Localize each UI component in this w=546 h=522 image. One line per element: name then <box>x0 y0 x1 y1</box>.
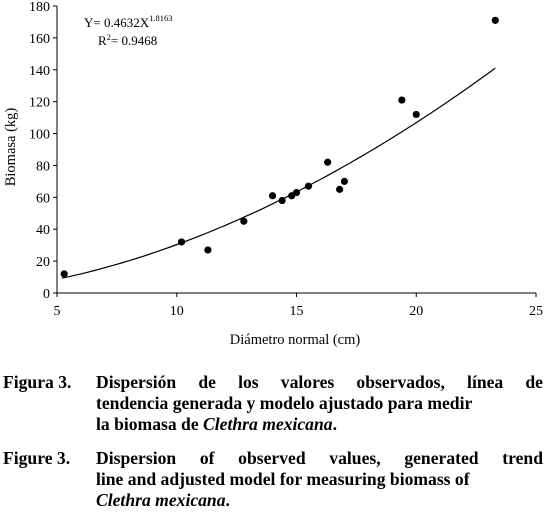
data-point <box>60 270 68 278</box>
caption-english: Figure 3. Dispersion of observed values, … <box>3 448 543 510</box>
data-point <box>204 246 212 254</box>
data-point <box>491 16 499 24</box>
y-axis-label: Biomasa (kg) <box>3 108 19 187</box>
y-tick-label: 0 <box>43 287 50 302</box>
x-axis-label: Diámetro normal (cm) <box>230 332 361 348</box>
caption-english-species: Clethra mexicana <box>96 490 226 510</box>
data-point <box>177 238 186 246</box>
data-point <box>240 217 248 225</box>
data-point <box>292 188 301 197</box>
r-squared: R2= 0.9468 <box>98 32 157 48</box>
data-point <box>336 185 344 193</box>
caption-spanish-line-2: tendencia generada y modelo ajustado par… <box>96 393 473 413</box>
y-tick-label: 80 <box>36 159 50 174</box>
data-point <box>340 177 348 185</box>
model-equation-exponent: 1.8163 <box>149 13 172 23</box>
model-equation: Y= 0.4632X1.8163 <box>84 13 172 30</box>
trend-line <box>61 67 496 279</box>
data-points <box>60 16 499 278</box>
caption-spanish-species: Clethra mexicana <box>203 414 333 434</box>
x-tick-label: 10 <box>170 304 184 319</box>
x-tick-label: 15 <box>290 304 304 319</box>
data-point <box>324 158 332 166</box>
y-ticks: 0 20 40 60 80 100 120 140 160 180 <box>29 0 57 302</box>
data-point <box>268 192 277 200</box>
y-tick-label: 180 <box>29 0 50 15</box>
data-point <box>304 182 313 190</box>
y-tick-label: 20 <box>36 255 50 270</box>
data-point <box>398 96 406 104</box>
axes <box>56 6 536 294</box>
y-tick-label: 160 <box>29 32 50 47</box>
y-tick-label: 140 <box>29 64 50 79</box>
x-tick-label: 20 <box>409 304 423 319</box>
caption-spanish: Figura 3. Dispersión de los valores obser… <box>3 372 543 434</box>
caption-spanish-line-3: la biomasa de <box>96 414 204 434</box>
data-point <box>278 196 286 205</box>
y-tick-label: 100 <box>29 128 50 143</box>
caption-english-lead: Figure 3. <box>3 448 71 468</box>
caption-spanish-lead: Figura 3. <box>3 372 72 392</box>
data-point <box>412 110 420 119</box>
x-ticks: 5 10 15 20 25 <box>54 293 543 319</box>
caption-english-line-1: Dispersion of observed values, generated… <box>96 448 543 468</box>
y-tick-label: 60 <box>36 191 50 206</box>
x-tick-label: 5 <box>54 304 61 319</box>
x-tick-label: 25 <box>529 304 543 319</box>
y-tick-label: 120 <box>29 96 50 111</box>
caption-spanish-line-1: Dispersión de los valores observados, lí… <box>96 372 543 392</box>
caption-english-line-2: line and adjusted model for measuring bi… <box>96 469 470 489</box>
scatter-chart: 0 20 40 60 80 100 120 140 160 180 5 10 15 20 25 Y= 0.… <box>3 0 543 348</box>
y-tick-label: 40 <box>36 223 50 238</box>
